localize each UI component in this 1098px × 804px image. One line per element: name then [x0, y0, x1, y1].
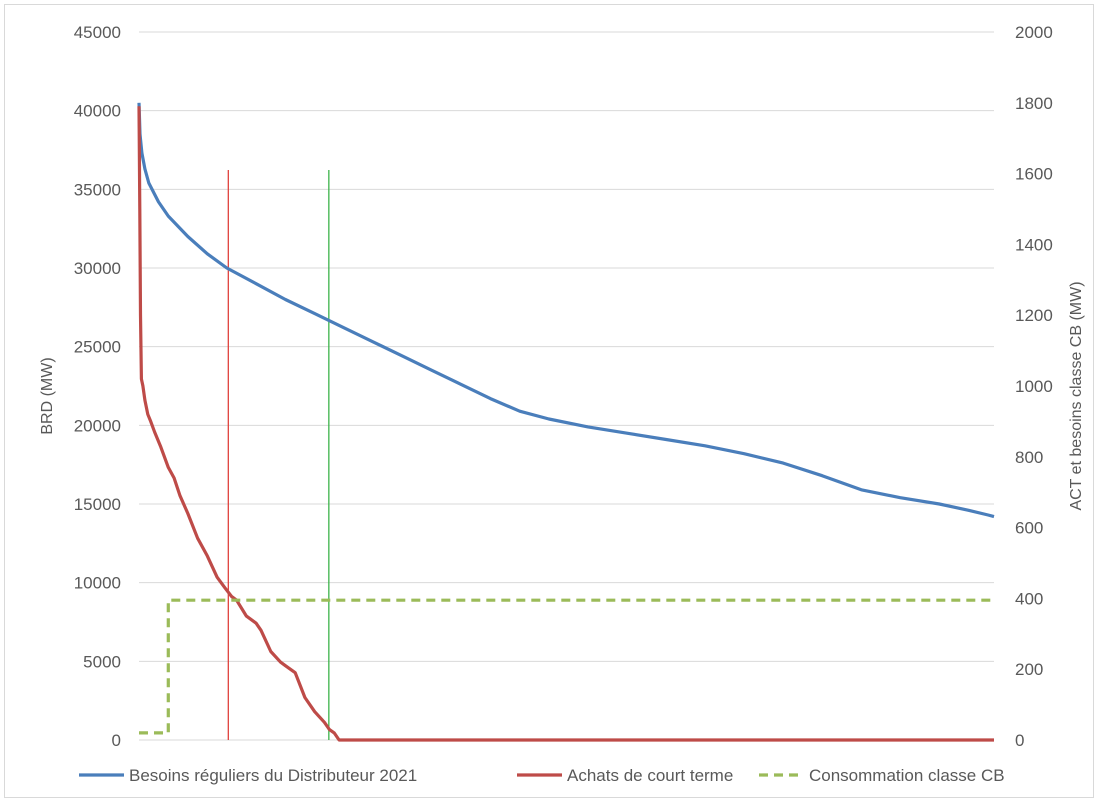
left-tick-label: 0	[112, 731, 121, 750]
right-axis-ticks: 0 200 400 600 800 1000 1200 1400 1600 1800 2000	[1015, 23, 1053, 750]
series-line-2	[137, 106, 994, 742]
right-tick-label: 0	[1015, 731, 1024, 750]
legend: Besoins réguliers du Distributeur 2021 Ac…	[79, 766, 1005, 785]
series-line-1	[137, 102, 995, 519]
left-tick-label: 10000	[74, 574, 121, 593]
left-tick-label: 35000	[74, 180, 121, 199]
left-tick-label: 45000	[74, 23, 121, 42]
left-tick-label: 20000	[74, 416, 121, 435]
series-line-3	[139, 598, 994, 735]
right-axis-label: ACT et besoins classe CB (MW)	[1068, 281, 1085, 510]
left-tick-label: 30000	[74, 259, 121, 278]
series-layer	[137, 102, 995, 742]
right-tick-label: 600	[1015, 519, 1043, 538]
chart-frame: 0 5000 10000 15000 20000 25000 30000 35000 40000…	[4, 4, 1094, 798]
legend-label-1: Besoins réguliers du Distributeur 2021	[129, 766, 417, 785]
right-tick-label: 200	[1015, 660, 1043, 679]
right-tick-label: 400	[1015, 589, 1043, 608]
right-tick-label: 1200	[1015, 306, 1053, 325]
left-tick-label: 15000	[74, 495, 121, 514]
right-tick-label: 1600	[1015, 165, 1053, 184]
right-tick-label: 1000	[1015, 377, 1053, 396]
left-tick-label: 5000	[83, 652, 121, 671]
legend-label-3: Consommation classe CB	[809, 766, 1005, 785]
gridlines	[139, 31, 994, 741]
right-tick-label: 800	[1015, 448, 1043, 467]
right-tick-label: 2000	[1015, 23, 1053, 42]
left-tick-label: 40000	[74, 102, 121, 121]
right-tick-label: 1800	[1015, 94, 1053, 113]
left-axis-label: BRD (MW)	[39, 357, 56, 434]
vertical-markers	[227, 170, 330, 740]
legend-label-2: Achats de court terme	[567, 766, 733, 785]
left-axis-ticks: 0 5000 10000 15000 20000 25000 30000 35000 40000…	[74, 23, 121, 750]
left-tick-label: 25000	[74, 338, 121, 357]
chart-svg: 0500010000150002000025000300003500040000…	[39, 23, 1085, 785]
right-tick-label: 1400	[1015, 235, 1053, 254]
